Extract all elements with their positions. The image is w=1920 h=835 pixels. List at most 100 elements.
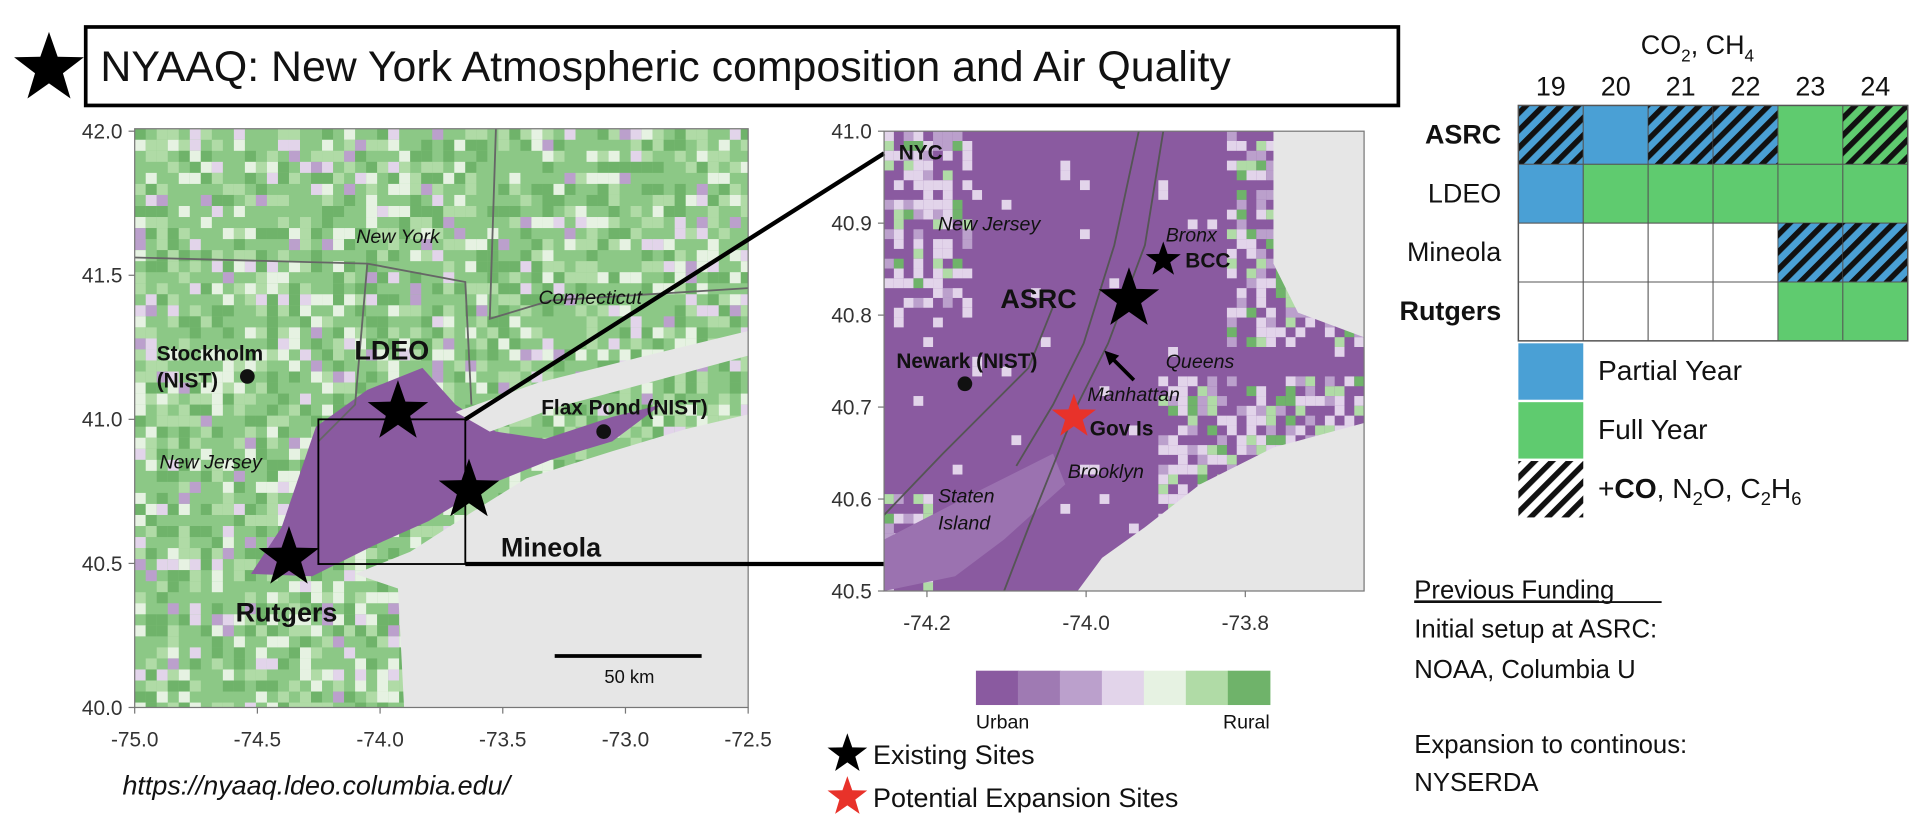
land-cell <box>1099 386 1110 397</box>
land-cell <box>255 625 267 637</box>
land-cell <box>311 338 323 350</box>
land-cell <box>1177 484 1188 495</box>
land-cell <box>366 625 378 637</box>
land-cell <box>498 239 510 251</box>
land-cell <box>1324 386 1335 397</box>
land-cell <box>200 316 212 328</box>
region-label: New Jersey <box>938 214 1041 236</box>
land-cell <box>531 139 543 151</box>
land-cell <box>167 581 179 593</box>
land-cell <box>432 183 444 195</box>
site-label: ASRC <box>1425 119 1501 149</box>
land-cell <box>189 437 201 449</box>
land-cell <box>972 356 983 367</box>
land-cell <box>233 680 245 692</box>
land-cell <box>277 349 289 361</box>
land-cell <box>255 349 267 361</box>
land-cell <box>156 294 168 306</box>
land-cell <box>1177 425 1188 436</box>
land-cell <box>913 297 924 308</box>
land-cell <box>707 161 719 173</box>
land-cell <box>421 205 433 218</box>
land-cell <box>266 338 278 350</box>
land-cell <box>189 680 201 692</box>
land-cell <box>288 481 300 493</box>
land-cell <box>962 141 973 151</box>
land-cell <box>542 128 554 140</box>
land-cell <box>1246 405 1257 416</box>
land-cell <box>531 183 543 195</box>
land-cell <box>266 194 278 206</box>
land-cell <box>608 172 620 184</box>
land-cell <box>962 239 973 249</box>
land-cell <box>913 248 924 259</box>
land-cell <box>156 492 168 504</box>
land-cell <box>498 139 510 151</box>
land-cell <box>255 680 267 692</box>
cell <box>1582 222 1649 283</box>
land-cell <box>619 349 631 361</box>
land-cell <box>1001 199 1012 210</box>
land-cell <box>366 205 378 218</box>
land-cell <box>145 680 157 692</box>
land-cell <box>740 139 749 151</box>
land-cell <box>586 228 598 240</box>
land-cell <box>1177 445 1188 455</box>
land-cell <box>333 393 345 405</box>
land-cell <box>344 625 356 637</box>
zoom-line <box>464 151 886 422</box>
land-cell <box>145 526 157 538</box>
land-cell <box>1226 268 1237 279</box>
region-label: Bronx <box>1166 225 1218 247</box>
land-cell <box>1285 307 1296 318</box>
land-cell <box>696 371 708 383</box>
land-cell <box>707 316 719 328</box>
region-label: Queens <box>1166 351 1235 373</box>
land-cell <box>553 261 565 273</box>
land-cell <box>156 581 168 593</box>
land-cell <box>884 150 894 161</box>
land-cell <box>322 382 334 394</box>
land-cell <box>167 228 179 240</box>
land-cell <box>288 360 300 372</box>
land-cell <box>410 217 422 229</box>
land-cell <box>630 338 642 350</box>
land-cell <box>1168 435 1178 446</box>
land-cell <box>311 592 323 604</box>
land-cell <box>1285 415 1296 426</box>
land-cell <box>344 338 356 350</box>
land-cell <box>211 636 223 648</box>
land-cell <box>277 327 289 339</box>
land-cell <box>1285 396 1296 406</box>
land-cell <box>266 702 278 708</box>
land-cell <box>575 349 587 361</box>
land-cell <box>333 272 345 284</box>
land-cell <box>200 470 212 482</box>
land-cell <box>972 366 983 377</box>
land-cell <box>167 647 179 659</box>
land-cell <box>923 170 934 181</box>
land-cell <box>156 261 168 273</box>
land-cell <box>1207 219 1218 230</box>
land-cell <box>355 680 367 692</box>
land-cell <box>189 481 201 493</box>
land-cell <box>553 194 565 206</box>
land-cell <box>134 415 146 427</box>
land-cell <box>586 415 598 427</box>
land-cell <box>134 404 146 416</box>
land-cell <box>266 261 278 273</box>
land-cell <box>244 150 256 162</box>
land-cell <box>1246 239 1257 249</box>
land-cell <box>487 261 499 273</box>
cell <box>1517 163 1584 224</box>
land-cell <box>134 272 146 284</box>
land-cell <box>933 141 943 151</box>
land-cell <box>344 294 356 306</box>
land-cell <box>952 268 963 279</box>
land-cell <box>729 294 741 306</box>
land-cell <box>167 680 179 692</box>
land-cell <box>652 183 664 195</box>
land-cell <box>729 360 741 372</box>
land-cell <box>255 283 267 295</box>
land-cell <box>211 261 223 273</box>
